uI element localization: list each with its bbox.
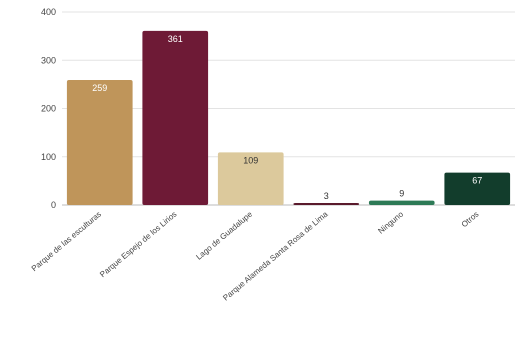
bar-1 — [66, 80, 133, 205]
bar-3 — [217, 152, 284, 205]
x-tick-label: Otros — [460, 210, 481, 229]
y-tick-label: 400 — [41, 7, 56, 17]
y-tick-label: 100 — [41, 152, 56, 162]
bar-6 — [444, 172, 511, 205]
gridlines — [62, 11, 515, 206]
bar-5 — [368, 200, 435, 205]
y-tick-label: 200 — [41, 104, 56, 114]
x-tick-label: Parque de las esculturas — [30, 210, 103, 273]
x-tick-label: Ninguno — [376, 209, 405, 235]
y-tick-label: 300 — [41, 55, 56, 65]
data-label: 361 — [168, 34, 183, 44]
data-labels: 259 361 109 3 9 67 — [92, 34, 482, 201]
x-tick-label: Parque Espejo de los Lirios — [98, 210, 178, 279]
data-label: 109 — [243, 155, 258, 165]
y-axis: 0 100 200 300 400 — [41, 7, 56, 210]
data-label: 3 — [324, 191, 329, 201]
bar-4 — [293, 203, 360, 205]
y-tick-label: 0 — [51, 200, 56, 210]
bar-2 — [142, 30, 209, 205]
data-label: 67 — [472, 176, 482, 186]
data-label: 9 — [399, 189, 404, 199]
bars — [66, 30, 511, 205]
data-label: 259 — [92, 83, 107, 93]
x-tick-label: Lago de Guadalupe — [194, 209, 254, 261]
